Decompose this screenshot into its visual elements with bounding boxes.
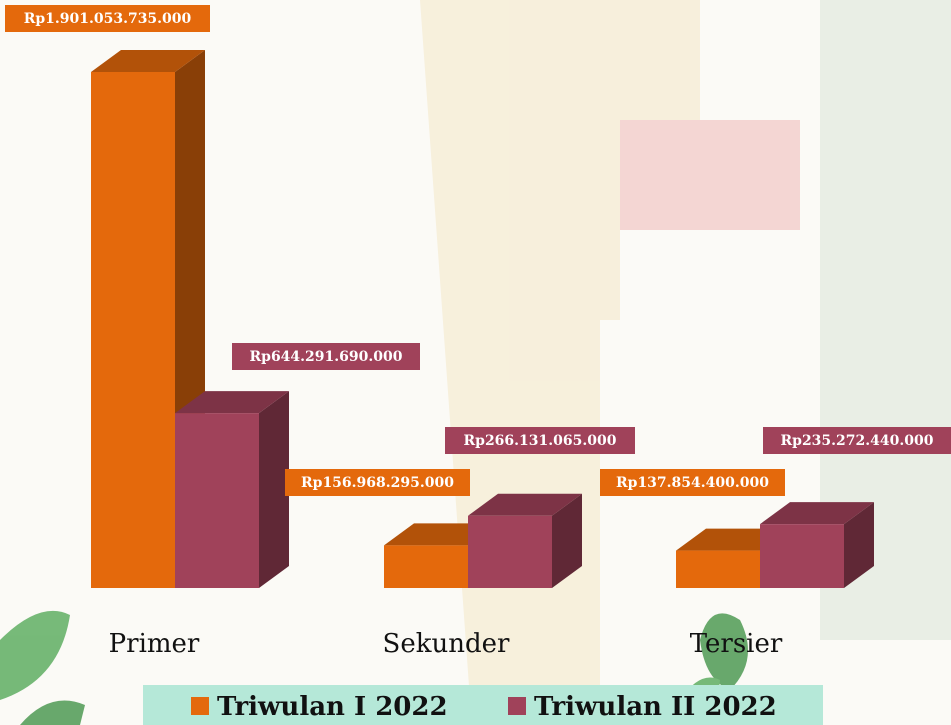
bar [384,545,468,588]
legend-label: Triwulan II 2022 [534,692,777,722]
value-label: Rp644.291.690.000 [250,349,403,365]
bar [91,72,175,588]
legend-swatch [191,697,209,715]
value-label: Rp266.131.065.000 [464,433,617,449]
x-tick-label: Tersier [690,629,783,659]
value-label: Rp137.854.400.000 [616,475,769,491]
page: Primer Sekunder Tersier Rp1.901.053.735.000… [0,0,951,725]
legend-label: Triwulan I 2022 [217,692,448,722]
x-tick-label: Primer [109,629,200,659]
bar [676,551,760,588]
background-decoration [420,0,951,700]
bar [760,524,844,588]
bar [175,413,259,588]
value-label: Rp235.272.440.000 [781,433,934,449]
value-label: Rp156.968.295.000 [301,475,454,491]
bar-side [259,391,289,588]
legend-swatch [508,697,526,715]
value-label: Rp1.901.053.735.000 [24,11,192,27]
x-tick-label: Sekunder [383,629,510,659]
chart: Primer Sekunder Tersier Rp1.901.053.735.000… [0,0,951,725]
bar [468,516,552,588]
